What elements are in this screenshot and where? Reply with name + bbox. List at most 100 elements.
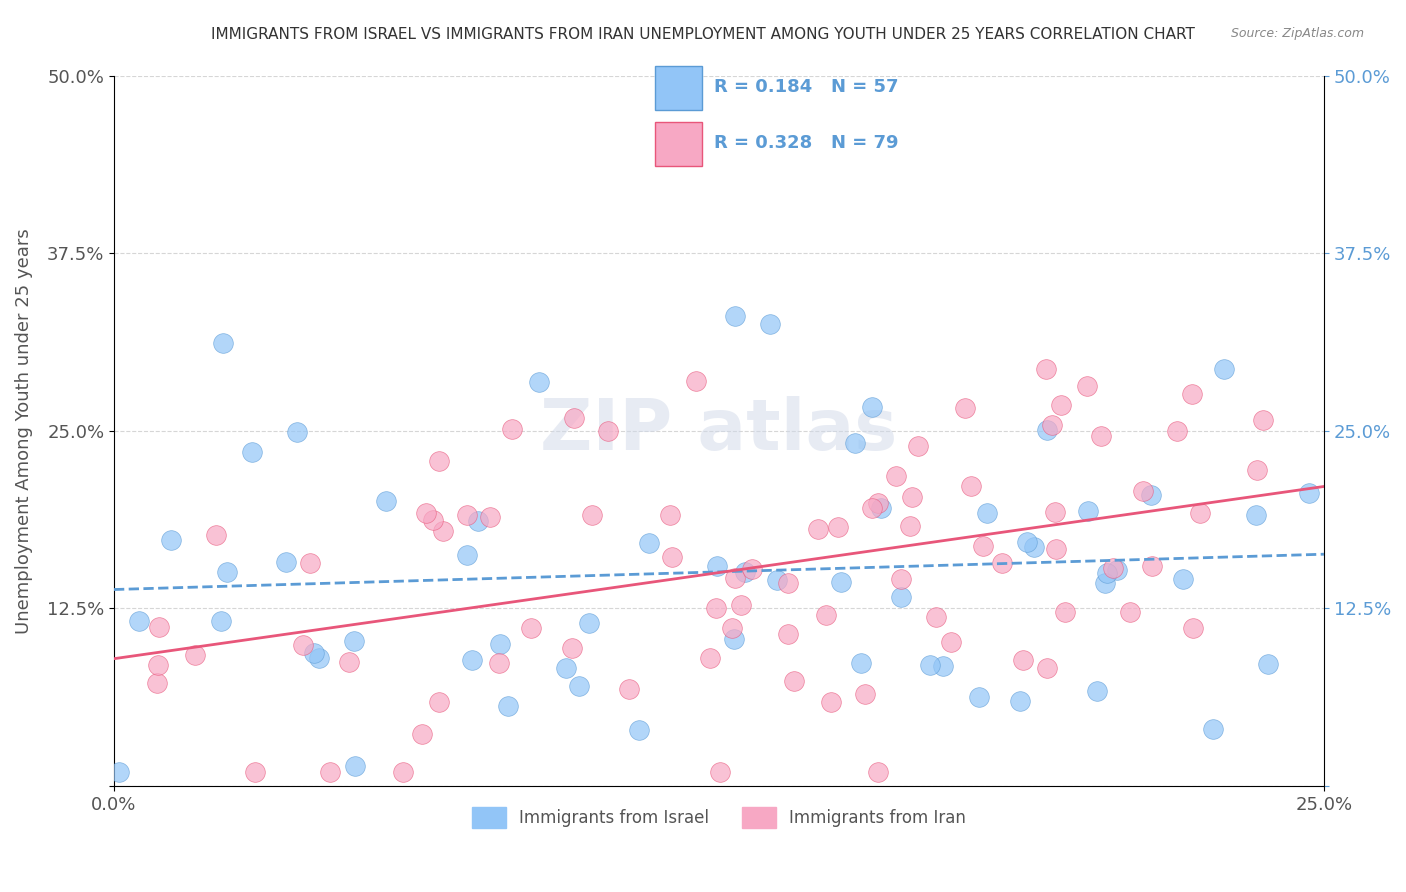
Point (489, 637, 512, 651)
Point (148, 620, 170, 634)
Point (900, 490, 922, 504)
Point (456, 508, 478, 522)
Point (884, 469, 907, 483)
Point (1054, 605, 1077, 619)
Point (807, 522, 830, 536)
Point (215, 565, 238, 579)
Point (554, 661, 576, 675)
Point (562, 410, 585, 425)
Point (991, 556, 1014, 570)
Point (107, 764, 129, 779)
Point (422, 513, 444, 527)
Point (959, 479, 981, 493)
Point (146, 676, 169, 690)
Point (890, 573, 912, 587)
Point (1008, 694, 1031, 708)
Point (243, 764, 266, 779)
Point (898, 519, 921, 533)
Point (337, 655, 360, 669)
Point (392, 764, 415, 779)
Point (918, 658, 941, 673)
Point (976, 506, 998, 520)
Point (661, 549, 683, 564)
Point (427, 453, 450, 467)
FancyBboxPatch shape (655, 122, 702, 166)
Point (411, 726, 433, 740)
Point (159, 533, 181, 547)
Point (1085, 683, 1108, 698)
Point (432, 524, 454, 538)
Point (581, 508, 603, 523)
Point (1139, 488, 1161, 502)
Point (240, 445, 263, 459)
Point (1035, 362, 1057, 376)
Point (1246, 508, 1268, 523)
Point (319, 764, 342, 779)
Point (869, 501, 891, 516)
Point (820, 695, 842, 709)
Point (734, 565, 756, 579)
Point (598, 424, 620, 438)
Text: Source: ZipAtlas.com: Source: ZipAtlas.com (1230, 27, 1364, 40)
Point (496, 698, 519, 713)
Point (907, 439, 929, 453)
Point (1202, 722, 1225, 736)
Point (1105, 563, 1128, 577)
Point (1045, 541, 1067, 556)
Point (561, 640, 583, 655)
Point (723, 632, 745, 647)
Point (148, 658, 170, 673)
Text: R = 0.184   N = 57: R = 0.184 N = 57 (714, 78, 898, 96)
Point (778, 627, 800, 641)
Point (1257, 657, 1279, 671)
Point (658, 508, 681, 522)
Point (184, 648, 207, 662)
Point (862, 501, 884, 516)
Point (932, 658, 955, 673)
Point (1036, 423, 1059, 437)
Point (1043, 505, 1066, 519)
Point (827, 519, 849, 533)
Point (209, 615, 232, 629)
Point (765, 573, 787, 587)
Point (1189, 506, 1212, 520)
Point (1246, 463, 1268, 477)
Point (830, 575, 852, 590)
Point (853, 686, 876, 700)
FancyBboxPatch shape (655, 66, 702, 110)
Point (860, 400, 883, 414)
Y-axis label: Unemployment Among Youth under 25 years: Unemployment Among Youth under 25 years (15, 227, 32, 633)
Point (1090, 429, 1112, 443)
Point (866, 764, 889, 779)
Point (709, 764, 731, 779)
Point (844, 436, 866, 450)
Point (1251, 413, 1274, 427)
Point (343, 633, 366, 648)
Point (298, 556, 321, 570)
Point (1024, 540, 1046, 554)
Point (741, 562, 763, 576)
Point (1036, 661, 1059, 675)
Point (1181, 387, 1204, 401)
Point (1298, 485, 1320, 500)
Point (292, 638, 315, 652)
Point (1213, 362, 1236, 376)
Point (706, 600, 728, 615)
Point (866, 496, 889, 510)
Text: R = 0.328   N = 79: R = 0.328 N = 79 (714, 135, 898, 153)
Point (501, 422, 523, 436)
Point (685, 374, 707, 388)
Point (1132, 483, 1154, 498)
Point (706, 558, 728, 573)
Point (637, 536, 659, 550)
Point (1076, 378, 1098, 392)
Text: IMMIGRANTS FROM ISRAEL VS IMMIGRANTS FROM IRAN UNEMPLOYMENT AMONG YOUTH UNDER 25: IMMIGRANTS FROM ISRAEL VS IMMIGRANTS FRO… (211, 27, 1195, 42)
Point (939, 635, 962, 649)
Point (953, 401, 976, 416)
Point (578, 615, 600, 630)
Point (925, 610, 948, 624)
Point (730, 598, 752, 612)
Point (1094, 576, 1116, 591)
Point (128, 614, 150, 628)
Text: ZIP atlas: ZIP atlas (540, 396, 897, 465)
